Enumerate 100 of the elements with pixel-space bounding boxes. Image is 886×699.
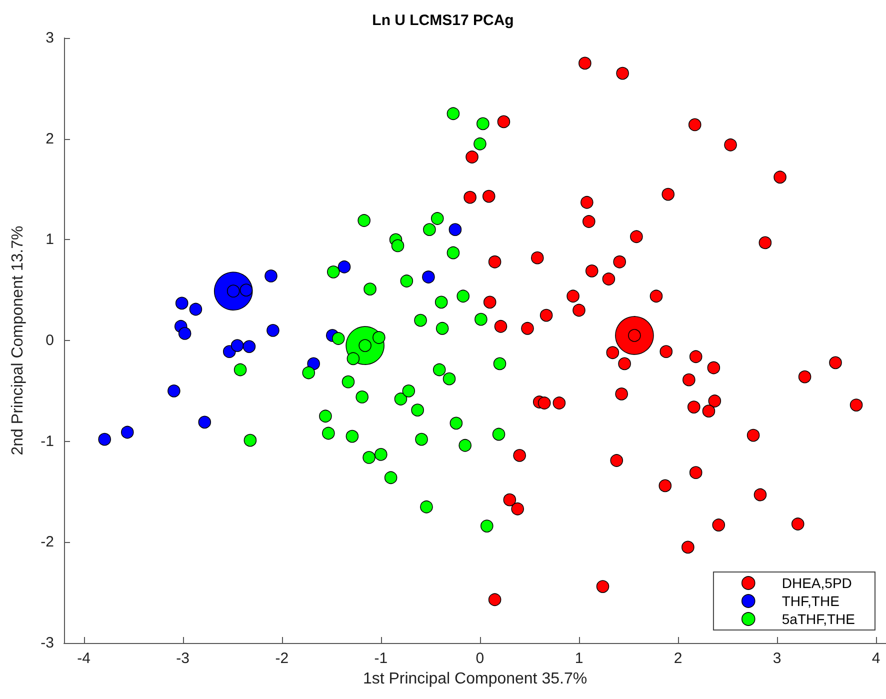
point xyxy=(566,290,580,303)
point xyxy=(326,266,340,278)
point xyxy=(540,308,553,322)
point xyxy=(630,230,643,244)
x-tick-label: 4 xyxy=(872,650,880,667)
point xyxy=(513,449,526,462)
point xyxy=(602,272,616,286)
point xyxy=(613,255,626,268)
point xyxy=(264,270,278,282)
point xyxy=(422,270,435,284)
point xyxy=(662,188,675,201)
point xyxy=(521,322,534,335)
point xyxy=(240,284,253,296)
point xyxy=(660,345,673,358)
point xyxy=(391,239,404,252)
point xyxy=(322,426,335,440)
point xyxy=(724,138,737,152)
point xyxy=(362,451,376,464)
point xyxy=(346,430,359,443)
point xyxy=(319,410,332,423)
x-tick-label: 0 xyxy=(476,650,484,667)
point xyxy=(189,302,202,316)
point xyxy=(120,426,134,439)
point xyxy=(474,312,488,326)
point xyxy=(682,540,694,554)
point xyxy=(582,215,596,228)
x-tick-label: -4 xyxy=(77,650,90,667)
point xyxy=(178,327,192,340)
y-tick-label: 0 xyxy=(46,332,54,349)
point xyxy=(423,223,436,236)
point xyxy=(244,434,257,447)
point xyxy=(384,471,398,484)
y-tick-label: 2 xyxy=(46,130,54,148)
point xyxy=(482,190,496,203)
point xyxy=(492,428,506,441)
point xyxy=(658,479,672,492)
point xyxy=(242,340,256,353)
point xyxy=(448,223,462,236)
point xyxy=(758,236,772,250)
legend-label: DHEA,5PD xyxy=(782,575,852,591)
x-tick-label: -3 xyxy=(176,650,190,667)
point xyxy=(708,394,722,408)
point xyxy=(432,363,446,376)
point xyxy=(458,438,472,452)
point xyxy=(531,251,544,264)
point xyxy=(415,432,428,446)
y-tick-label: -2 xyxy=(40,534,54,551)
point xyxy=(774,170,786,184)
x-tick-label: 3 xyxy=(772,650,782,667)
point xyxy=(493,357,506,370)
point xyxy=(538,396,551,410)
point xyxy=(754,488,767,502)
point xyxy=(746,428,760,442)
point xyxy=(707,361,720,374)
x-tick-label: 2 xyxy=(674,650,682,667)
point xyxy=(466,150,478,164)
point xyxy=(688,118,702,132)
point xyxy=(198,416,212,429)
point xyxy=(358,214,370,227)
point xyxy=(483,296,496,309)
point xyxy=(402,384,416,398)
chart-title: Ln U LCMS17 PCAg xyxy=(372,12,514,29)
point xyxy=(338,260,351,274)
y-tick-label: -1 xyxy=(40,432,54,450)
point xyxy=(488,255,502,268)
point xyxy=(446,246,460,260)
x-tick-label: -1 xyxy=(374,650,388,667)
point xyxy=(585,264,598,278)
point xyxy=(850,398,863,412)
point xyxy=(689,350,702,364)
point xyxy=(332,332,345,345)
point xyxy=(689,466,702,479)
point xyxy=(580,196,594,209)
point xyxy=(372,331,386,344)
legend-label: 5aTHF,THE xyxy=(782,611,855,627)
point xyxy=(618,357,631,370)
y-tick-label: 3 xyxy=(46,30,54,46)
point xyxy=(342,375,355,388)
x-tick-label: -2 xyxy=(275,650,289,667)
point xyxy=(494,320,508,333)
point xyxy=(488,593,502,606)
point xyxy=(829,356,842,370)
point xyxy=(610,454,624,467)
point xyxy=(480,520,494,532)
point xyxy=(168,384,180,398)
point xyxy=(503,493,516,506)
point xyxy=(456,290,470,303)
point xyxy=(450,416,463,430)
point xyxy=(682,373,696,386)
point xyxy=(414,314,427,327)
point xyxy=(474,137,486,150)
point xyxy=(476,117,490,130)
point xyxy=(411,404,424,416)
point xyxy=(266,324,280,337)
point xyxy=(430,212,444,225)
point xyxy=(687,400,700,414)
point xyxy=(307,357,320,370)
point xyxy=(702,404,716,418)
x-axis-title: 1st Principal Component 35.7% xyxy=(362,670,588,688)
y-tick-label: -3 xyxy=(40,634,54,652)
